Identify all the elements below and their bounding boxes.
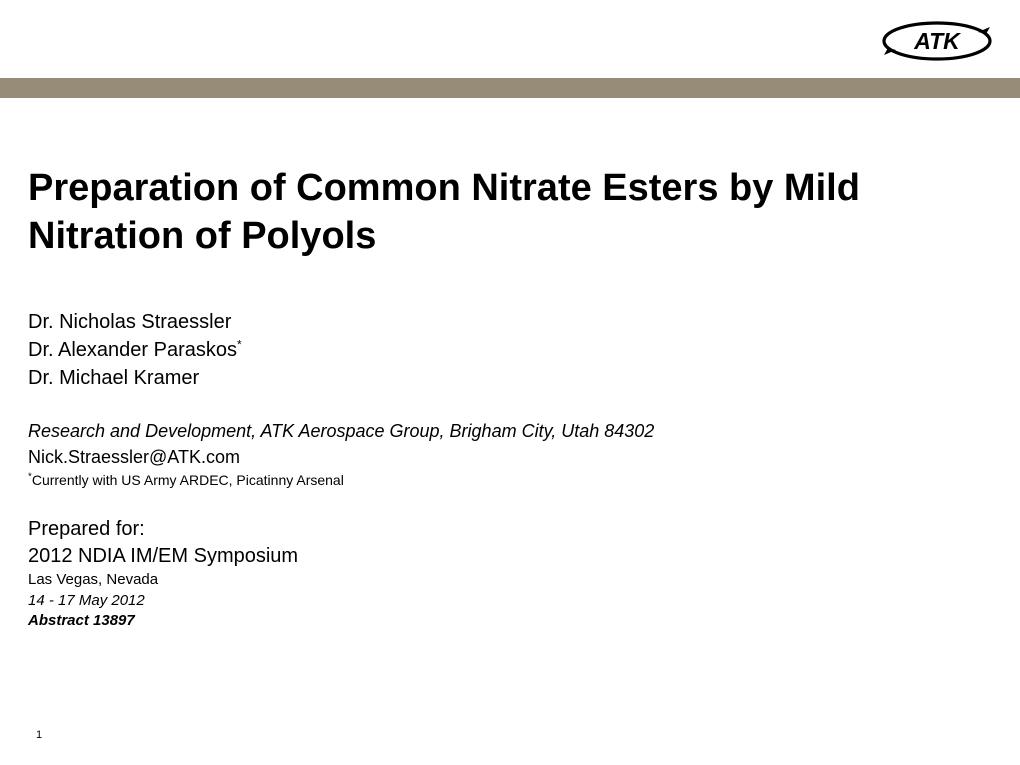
- event-location: Las Vegas, Nevada: [28, 570, 992, 590]
- event-name: 2012 NDIA IM/EM Symposium: [28, 543, 992, 570]
- author-line: Dr. Alexander Paraskos*: [28, 336, 992, 364]
- header-stripe: [0, 78, 1020, 98]
- affiliation-note: *Currently with US Army ARDEC, Picatinny…: [28, 470, 992, 490]
- company-logo: ATK: [882, 18, 992, 69]
- event-dates: 14 - 17 May 2012: [28, 591, 992, 611]
- slide: ATK Preparation of Common Nitrate Esters…: [0, 0, 1020, 765]
- prepared-for-block: Prepared for: 2012 NDIA IM/EM Symposium …: [28, 516, 992, 631]
- affiliation-block: Research and Development, ATK Aerospace …: [28, 418, 992, 490]
- prepared-label: Prepared for:: [28, 516, 992, 543]
- slide-title: Preparation of Common Nitrate Esters by …: [28, 165, 992, 260]
- abstract-number: Abstract 13897: [28, 611, 992, 631]
- authors-block: Dr. Nicholas Straessler Dr. Alexander Pa…: [28, 308, 992, 392]
- affiliation-line: Research and Development, ATK Aerospace …: [28, 418, 992, 444]
- contact-email: Nick.Straessler@ATK.com: [28, 444, 992, 470]
- author-line: Dr. Michael Kramer: [28, 364, 992, 392]
- slide-content: Preparation of Common Nitrate Esters by …: [28, 165, 992, 631]
- svg-text:ATK: ATK: [913, 28, 961, 54]
- page-number: 1: [36, 729, 42, 741]
- author-line: Dr. Nicholas Straessler: [28, 308, 992, 336]
